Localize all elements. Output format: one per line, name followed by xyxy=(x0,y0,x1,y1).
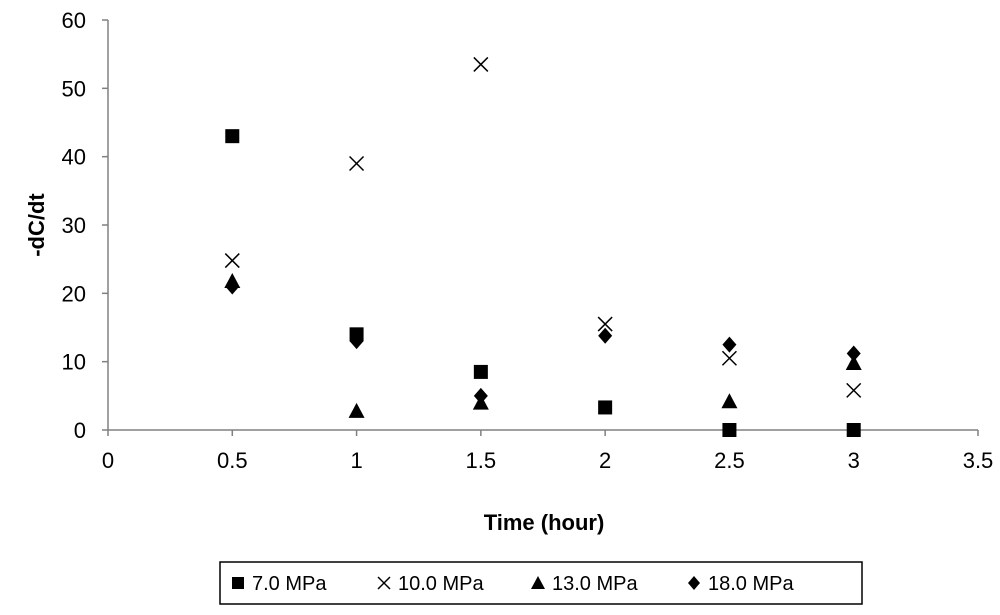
cross-stroke xyxy=(473,56,489,72)
cross-stroke xyxy=(597,316,613,332)
y-tick-label: 40 xyxy=(62,145,86,170)
point-cross xyxy=(349,155,365,172)
legend: 7.0 MPa 10.0 MPa 13.0 MPa 18.0 MPa xyxy=(219,561,863,605)
cross-stroke xyxy=(224,253,240,269)
point-diamond xyxy=(225,278,240,295)
y-tick-label: 60 xyxy=(62,8,86,33)
y-axis-title: -dC/dt xyxy=(24,193,49,257)
x-tick-label: 0 xyxy=(102,448,114,473)
legend-marker-square xyxy=(232,577,244,589)
legend-marker-cross xyxy=(377,576,391,590)
legend-label: 13.0 MPa xyxy=(552,573,638,595)
point-triangle xyxy=(721,393,738,409)
tick-labels: 0 10 20 30 40 50 60 0 0.5 1 1.5 2 2.5 3 3.5 xyxy=(62,8,994,473)
x-tick-label: 0.5 xyxy=(217,448,248,473)
cross-stroke xyxy=(349,155,365,172)
legend-label: 18.0 MPa xyxy=(708,573,794,595)
point-square xyxy=(225,129,240,144)
point-cross xyxy=(721,350,737,366)
y-tick-label: 20 xyxy=(62,281,86,306)
point-square xyxy=(473,364,488,379)
y-tick-label: 50 xyxy=(62,76,86,101)
legend-marker-diamond xyxy=(688,576,700,590)
x-tick-label: 3.5 xyxy=(963,448,994,473)
cross-stroke xyxy=(377,576,391,590)
x-tick-label: 2 xyxy=(599,448,611,473)
x-tick-label: 2.5 xyxy=(714,448,745,473)
legend-label: 7.0 MPa xyxy=(252,573,327,595)
point-diamond xyxy=(473,387,488,404)
point-diamond xyxy=(349,333,364,350)
cross-stroke xyxy=(846,382,862,398)
axes xyxy=(102,19,979,436)
point-diamond xyxy=(846,345,861,362)
x-tick-label: 1 xyxy=(350,448,362,473)
point-diamond xyxy=(722,336,737,353)
point-cross xyxy=(473,56,489,72)
legend-label: 10.0 MPa xyxy=(398,573,484,595)
point-cross xyxy=(846,382,862,398)
point-square xyxy=(722,423,737,437)
y-tick-label: 30 xyxy=(62,213,86,238)
point-triangle xyxy=(845,355,862,371)
data-points xyxy=(224,56,862,437)
x-tick-label: 1.5 xyxy=(466,448,497,473)
point-diamond xyxy=(598,327,613,344)
y-tick-label: 0 xyxy=(74,418,86,443)
x-axis-title: Time (hour) xyxy=(484,510,605,535)
point-cross xyxy=(597,316,613,332)
y-tick-label: 10 xyxy=(62,350,86,375)
legend-marker-triangle xyxy=(531,576,545,589)
point-square xyxy=(846,423,861,437)
x-tick-label: 3 xyxy=(848,448,860,473)
cross-stroke xyxy=(721,350,737,366)
point-triangle xyxy=(348,402,365,418)
point-cross xyxy=(224,253,240,269)
point-square xyxy=(598,400,613,415)
